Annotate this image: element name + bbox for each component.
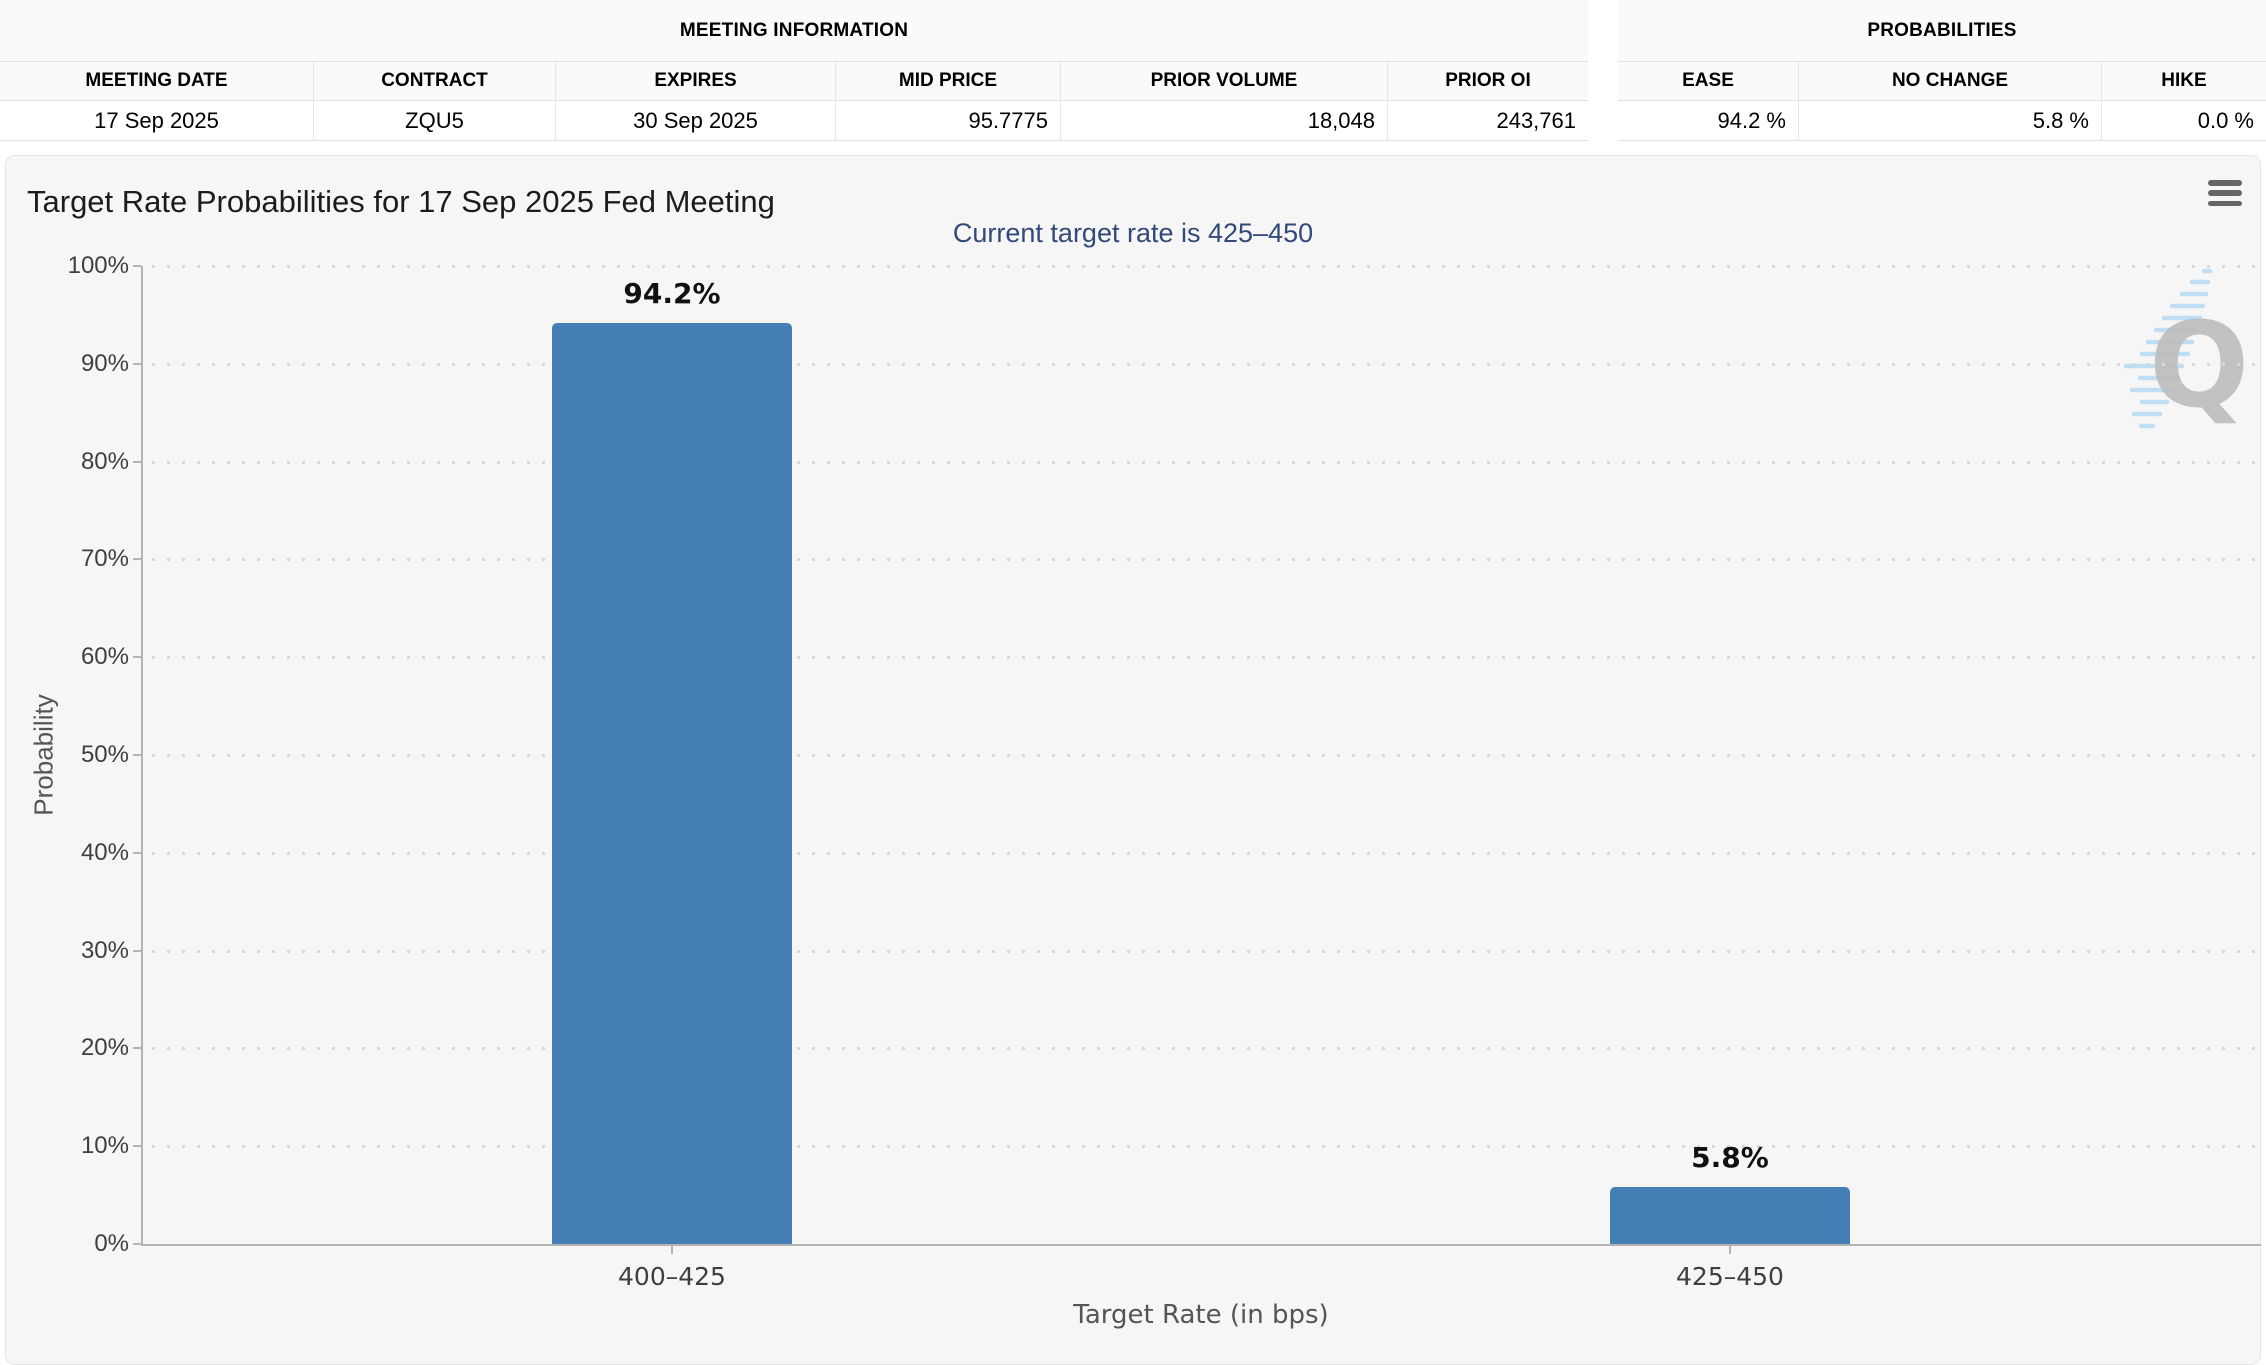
y-tick-label: 90% <box>80 349 129 377</box>
y-axis-tick <box>133 265 141 267</box>
probabilities-title: PROBABILITIES <box>1618 0 2266 62</box>
probabilities-values: 94.2 % 5.8 % 0.0 % <box>1618 101 2266 141</box>
chart-context-menu-icon[interactable] <box>2208 180 2242 206</box>
col-header-contract: CONTRACT <box>314 62 556 101</box>
bar[interactable] <box>552 322 792 1244</box>
y-gridline <box>152 1047 2259 1051</box>
y-tick-label: 60% <box>80 643 129 671</box>
meeting-information-headers: MEETING DATE CONTRACT EXPIRES MID PRICE … <box>0 62 1588 101</box>
y-axis-tick <box>133 754 141 756</box>
x-tick-label: 400–425 <box>618 1262 726 1291</box>
col-header-expires: EXPIRES <box>556 62 836 101</box>
value-prior-oi: 243,761 <box>1388 101 1588 141</box>
y-tick-label: 100% <box>67 252 129 279</box>
chart-panel: Target Rate Probabilities for 17 Sep 202… <box>5 155 2261 1365</box>
x-tick-label: 425–450 <box>1676 1262 1784 1291</box>
y-axis-line <box>141 266 143 1246</box>
x-axis-tick <box>1729 1244 1731 1254</box>
y-gridline <box>152 460 2259 464</box>
y-gridline <box>152 949 2259 953</box>
y-gridline <box>152 1145 2259 1149</box>
value-contract: ZQU5 <box>314 101 556 141</box>
menu-bar <box>2208 200 2242 206</box>
chart-title: Target Rate Probabilities for 17 Sep 202… <box>27 184 775 219</box>
y-axis-tick <box>133 1145 141 1148</box>
x-axis-line <box>141 1244 2261 1246</box>
y-gridline <box>152 754 2259 757</box>
menu-bar <box>2208 190 2242 196</box>
value-meeting-date: 17 Sep 2025 <box>0 101 314 141</box>
value-prior-volume: 18,048 <box>1061 101 1388 141</box>
y-axis-tick <box>133 1047 141 1050</box>
y-tick-label: 40% <box>80 838 129 866</box>
y-axis-tick <box>133 558 141 561</box>
y-gridline <box>152 851 2259 855</box>
value-mid-price: 95.7775 <box>836 101 1061 141</box>
probabilities-headers: EASE NO CHANGE HIKE <box>1618 62 2266 101</box>
y-axis-tick <box>133 949 141 952</box>
col-header-prior-volume: PRIOR VOLUME <box>1061 62 1388 101</box>
meeting-information-title: MEETING INFORMATION <box>0 0 1588 62</box>
y-tick-label: 70% <box>80 545 129 573</box>
meeting-information-values: 17 Sep 2025 ZQU5 30 Sep 2025 95.7775 18,… <box>0 101 1588 141</box>
bar-value-label: 94.2% <box>623 276 721 310</box>
value-hike: 0.0 % <box>2102 101 2266 141</box>
y-axis-tick <box>133 460 141 463</box>
y-tick-label: 50% <box>80 741 129 768</box>
y-axis-tick <box>133 1243 141 1245</box>
y-axis-tick <box>133 851 141 854</box>
y-gridline <box>152 558 2259 562</box>
col-header-meeting-date: MEETING DATE <box>0 62 314 101</box>
y-axis-tick <box>133 362 141 365</box>
y-tick-label: 80% <box>80 447 129 475</box>
y-gridline <box>152 656 2259 660</box>
value-ease: 94.2 % <box>1618 101 1799 141</box>
col-header-mid-price: MID PRICE <box>836 62 1061 101</box>
bar-value-label: 5.8% <box>1691 1141 1769 1175</box>
y-axis-tick <box>133 656 141 659</box>
value-expires: 30 Sep 2025 <box>556 101 836 141</box>
col-header-hike: HIKE <box>2102 62 2266 101</box>
value-no-change: 5.8 % <box>1799 101 2102 141</box>
x-axis-tick <box>671 1244 673 1254</box>
meeting-information-table: MEETING INFORMATION MEETING DATE CONTRAC… <box>0 0 1588 141</box>
y-tick-label: 10% <box>80 1132 129 1160</box>
y-gridline <box>152 265 2259 268</box>
bar[interactable] <box>1610 1187 1850 1244</box>
chart-subtitle: Current target rate is 425–450 <box>952 218 1314 248</box>
probabilities-table: PROBABILITIES EASE NO CHANGE HIKE 94.2 %… <box>1618 0 2266 141</box>
col-header-no-change: NO CHANGE <box>1799 62 2102 101</box>
y-tick-label: 0% <box>94 1230 129 1257</box>
y-tick-label: 30% <box>80 936 129 964</box>
col-header-ease: EASE <box>1618 62 1799 101</box>
x-axis-title: Target Rate (in bps) <box>1073 1300 1329 1330</box>
plot-area: Probability Target Rate (in bps) 0% 10% 20… <box>29 253 2261 1330</box>
y-tick-label: 20% <box>80 1034 129 1062</box>
y-gridline <box>152 362 2259 366</box>
col-header-prior-oi: PRIOR OI <box>1388 62 1588 101</box>
menu-bar <box>2208 180 2242 186</box>
